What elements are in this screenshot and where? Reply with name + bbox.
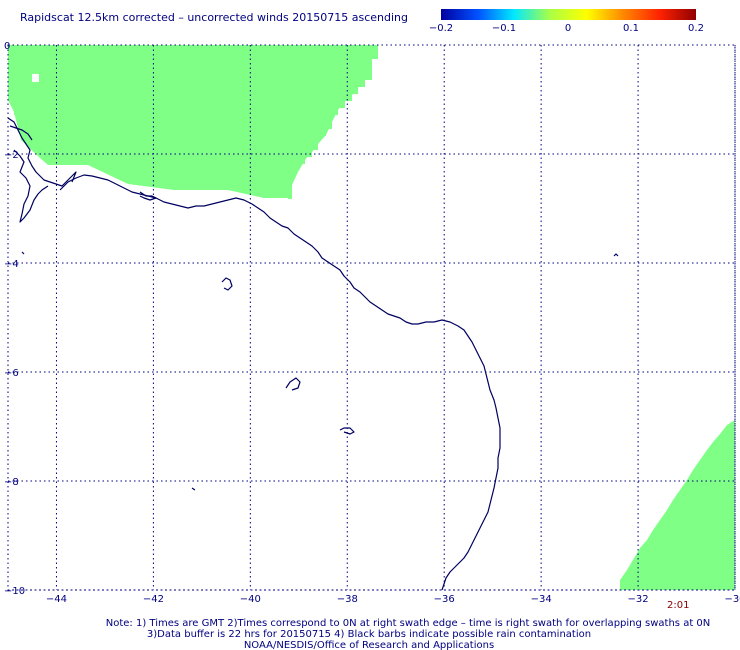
swath-cell bbox=[288, 192, 292, 199]
longitude-tick-label: −32 bbox=[628, 594, 649, 605]
island-7 bbox=[191, 487, 196, 491]
coastline-inlet bbox=[9, 125, 33, 141]
island-2 bbox=[221, 277, 233, 291]
map-title: Rapidscat 12.5km corrected – uncorrected… bbox=[20, 11, 408, 24]
latitude-tick-label: −8 bbox=[4, 477, 19, 488]
longitude-tick-label: −36 bbox=[434, 594, 455, 605]
swath-gap bbox=[32, 74, 39, 82]
longitude-tick-label: −40 bbox=[240, 594, 261, 605]
latitude-tick-label: −2 bbox=[4, 150, 19, 161]
island-6 bbox=[21, 251, 25, 255]
colorbar-tick-label: 0 bbox=[565, 23, 571, 34]
colorbar-tick-label: 0.1 bbox=[623, 23, 639, 34]
longitude-tick-label: −30 bbox=[724, 594, 740, 605]
footnotes: Note: 1) Times are GMT 2)Times correspon… bbox=[106, 618, 711, 650]
swath-southeast bbox=[620, 420, 735, 590]
coastline-northeast bbox=[8, 117, 77, 187]
island-3 bbox=[285, 377, 301, 391]
note-line-3: NOAA/NESDIS/Office of Research and Appli… bbox=[244, 640, 494, 650]
latitude-tick-label: 0 bbox=[4, 41, 10, 52]
island-4 bbox=[339, 427, 355, 435]
swath-north bbox=[8, 45, 378, 198]
latitude-tick-label: −10 bbox=[4, 586, 25, 597]
coastline-brazil bbox=[59, 174, 501, 590]
colorbar-tick-label: 0.2 bbox=[688, 23, 704, 34]
latitude-tick-label: −4 bbox=[4, 259, 19, 270]
colorbar-tick-label: −0.1 bbox=[492, 23, 516, 34]
note-line-2: 3)Data buffer is 22 hrs for 20150715 4) … bbox=[147, 629, 591, 640]
colorbar-tick-label: −0.2 bbox=[429, 23, 453, 34]
longitude-tick-label: −44 bbox=[46, 594, 67, 605]
colorbar: −0.2 −0.1 0 0.1 0.2 bbox=[429, 9, 704, 34]
latitude-tick-label: −6 bbox=[4, 368, 19, 379]
note-line-1: Note: 1) Times are GMT 2)Times correspon… bbox=[106, 618, 711, 629]
map-frame bbox=[7, 44, 736, 591]
island-1 bbox=[139, 191, 157, 201]
swath-time-label: 2:01 bbox=[667, 600, 689, 611]
colorbar-gradient bbox=[441, 9, 696, 20]
plot-area: −44 −42 −40 −38 −36 −34 −32 −30 0 −2 −4 −6 −8 −10 bbox=[4, 41, 740, 605]
longitude-tick-label: −42 bbox=[143, 594, 164, 605]
longitude-tick-label: −34 bbox=[531, 594, 552, 605]
coastline-delta bbox=[13, 149, 49, 223]
island-5 bbox=[613, 253, 619, 257]
longitude-tick-label: −38 bbox=[337, 594, 358, 605]
